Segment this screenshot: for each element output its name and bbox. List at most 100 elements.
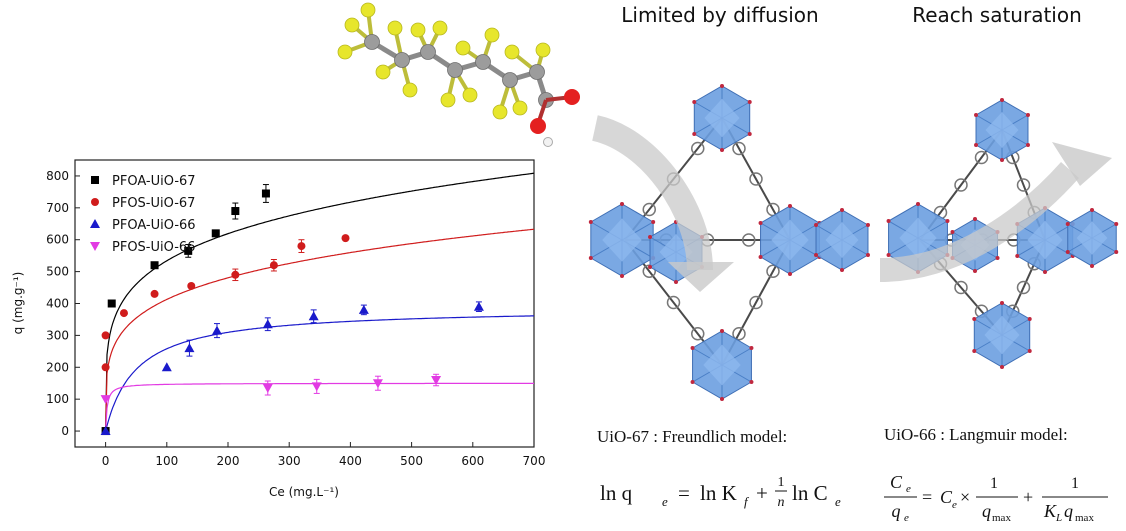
eq-term1: ln K xyxy=(700,481,737,505)
cluster-facet xyxy=(602,218,642,262)
cluster-facet xyxy=(1076,221,1108,255)
data-point-PFOS-UiO-66 xyxy=(311,382,322,392)
y-tick-label: 500 xyxy=(46,265,69,279)
lm-f1-den: q xyxy=(982,501,991,521)
data-point-PFOS-UiO-66 xyxy=(431,376,442,386)
fit-curve-PFOA-UiO-66 xyxy=(105,315,534,432)
adsorption-isotherm-chart: 0 100 200 300 400 500 600 700 0 100 200 300 400 500 6… xyxy=(11,159,545,499)
fluorine-atom xyxy=(455,40,471,56)
oxygen-node xyxy=(1025,143,1030,147)
oxygen-node xyxy=(1114,250,1119,254)
lm-term1: C xyxy=(940,487,953,507)
data-point-PFOA-UiO-67 xyxy=(150,261,159,270)
oxygen-node xyxy=(1065,222,1070,226)
lm-f2-den-tail-sub: max xyxy=(1075,512,1094,524)
lm-lhs-den: q xyxy=(892,501,901,521)
y-tick-label: 700 xyxy=(46,201,69,215)
benzene-ring xyxy=(954,280,968,295)
legend-label: PFOS-UiO-67 xyxy=(112,196,195,211)
benzene-ring xyxy=(742,233,756,247)
data-point-PFOA-UiO-66 xyxy=(100,426,111,436)
oxygen-node xyxy=(749,380,754,384)
saturation-arrow xyxy=(879,162,1079,282)
oxygen-node xyxy=(973,269,977,273)
lm-f2-num: 1 xyxy=(1071,475,1079,492)
carbon-atom xyxy=(364,34,380,50)
fluorine-atom xyxy=(410,22,426,38)
fluorine-atom xyxy=(432,20,448,36)
eq-frac-num: 1 xyxy=(778,475,785,490)
legend-marker-PFOS-UiO-67 xyxy=(91,198,99,206)
eq-term1-sub: f xyxy=(744,494,750,509)
y-tick-label: 400 xyxy=(46,297,69,311)
x-tick-label: 0 xyxy=(102,454,110,468)
legend-label: PFOA-UiO-66 xyxy=(112,218,196,233)
eq-lhs: ln q xyxy=(600,481,633,505)
oxygen-node xyxy=(974,143,979,147)
data-markers xyxy=(100,189,484,436)
eq-term2: ln C xyxy=(792,481,828,505)
benzene-ring xyxy=(974,150,989,165)
hydrogen-atom xyxy=(543,137,553,147)
fit-curve-PFOS-UiO-67 xyxy=(105,228,535,432)
benzene-ring xyxy=(732,327,746,341)
fluorine-atom xyxy=(492,104,508,120)
fluorine-atom xyxy=(440,92,456,108)
data-point-PFOS-UiO-66 xyxy=(372,379,383,389)
oxygen-node xyxy=(972,349,977,353)
oxygen-node xyxy=(1065,250,1070,254)
oxygen-node xyxy=(950,230,955,234)
data-point-PFOA-UiO-67 xyxy=(211,229,220,238)
benzene-ring xyxy=(1016,280,1031,295)
fluorine-atom xyxy=(360,2,376,18)
benzene-ring xyxy=(749,295,763,310)
oxygen-node xyxy=(620,274,624,278)
x-tick-label: 200 xyxy=(217,454,240,468)
data-point-PFOA-UiO-66 xyxy=(184,343,195,353)
data-point-PFOA-UiO-66 xyxy=(308,311,319,321)
lm-f2-den-sub: L xyxy=(1055,512,1062,524)
oxygen-node xyxy=(690,380,695,384)
oxygen-node xyxy=(720,148,724,152)
benzene-ring xyxy=(954,178,968,192)
x-tick-label: 500 xyxy=(400,454,423,468)
data-point-PFOA-UiO-66 xyxy=(262,319,273,329)
data-point-PFOA-UiO-67 xyxy=(231,207,240,216)
oxygen-node xyxy=(865,253,870,257)
x-tick-label: 100 xyxy=(155,454,178,468)
oxygen-node xyxy=(648,265,653,269)
x-tick-label: 400 xyxy=(339,454,362,468)
legend: PFOA-UiO-67 PFOS-UiO-67 PFOA-UiO-66 PFOS-Ui… xyxy=(90,174,196,255)
oxygen-node xyxy=(814,223,819,227)
oxygen-node xyxy=(588,220,593,224)
cluster-facet xyxy=(985,112,1019,148)
oxygen-node xyxy=(749,346,754,350)
lm-plus: + xyxy=(1023,487,1033,507)
lm-equals: = xyxy=(922,487,932,507)
oxygen-node xyxy=(916,202,920,206)
oxygen-node xyxy=(674,280,678,284)
oxygen-node xyxy=(620,202,624,206)
fluorine-atom xyxy=(387,20,403,36)
lm-lhs-den-sub: e xyxy=(904,512,909,524)
cluster-facet xyxy=(825,222,859,258)
oxygen-node xyxy=(788,272,792,276)
heading-reach-saturation: Reach saturation xyxy=(912,3,1082,27)
benzene-ring xyxy=(766,264,780,278)
oxygen-node xyxy=(692,100,697,104)
lm-lhs-num-sub: e xyxy=(906,483,911,495)
fluorine-atom xyxy=(535,42,551,58)
data-point-PFOA-UiO-66 xyxy=(358,304,369,314)
data-point-PFOS-UiO-66 xyxy=(100,395,111,405)
x-axis: 0 100 200 300 400 500 600 700 xyxy=(102,442,545,468)
fit-curve-PFOS-UiO-66 xyxy=(105,382,534,432)
lm-lhs-num: C xyxy=(890,472,903,492)
svg-text:ln q: ln q xyxy=(600,481,633,505)
oxygen-node xyxy=(588,256,593,260)
oxygen-node xyxy=(747,132,752,136)
oxygen-node xyxy=(1000,301,1004,305)
oxygen-node xyxy=(1043,270,1047,274)
carbon-atom xyxy=(502,72,518,88)
y-tick-label: 600 xyxy=(46,233,69,247)
